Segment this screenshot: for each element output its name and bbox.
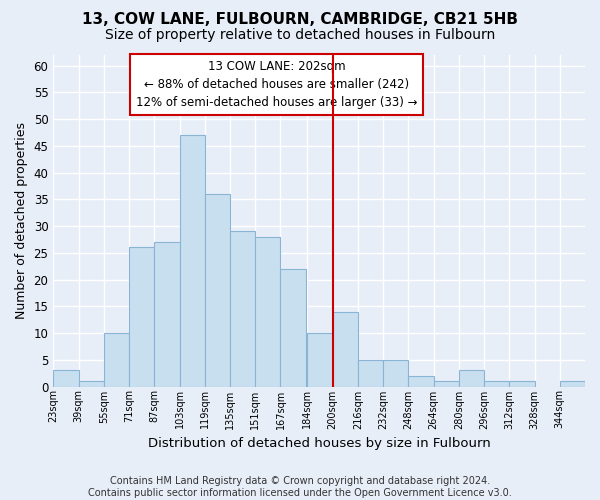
- Bar: [104, 333, 129, 386]
- Bar: [53, 370, 79, 386]
- Bar: [434, 381, 459, 386]
- Bar: [484, 381, 509, 386]
- Bar: [408, 376, 434, 386]
- Bar: [280, 269, 306, 386]
- Bar: [358, 360, 383, 386]
- Bar: [179, 135, 205, 386]
- Bar: [560, 381, 585, 386]
- Bar: [459, 370, 484, 386]
- Bar: [255, 237, 280, 386]
- Text: 13, COW LANE, FULBOURN, CAMBRIDGE, CB21 5HB: 13, COW LANE, FULBOURN, CAMBRIDGE, CB21 …: [82, 12, 518, 28]
- Bar: [154, 242, 179, 386]
- Bar: [383, 360, 408, 386]
- Text: 13 COW LANE: 202sqm
← 88% of detached houses are smaller (242)
12% of semi-detac: 13 COW LANE: 202sqm ← 88% of detached ho…: [136, 60, 418, 109]
- Bar: [205, 194, 230, 386]
- Text: Size of property relative to detached houses in Fulbourn: Size of property relative to detached ho…: [105, 28, 495, 42]
- Bar: [307, 333, 332, 386]
- Bar: [509, 381, 535, 386]
- Bar: [230, 232, 255, 386]
- Bar: [332, 312, 358, 386]
- Y-axis label: Number of detached properties: Number of detached properties: [15, 122, 28, 320]
- Bar: [129, 248, 154, 386]
- Bar: [79, 381, 104, 386]
- Text: Contains HM Land Registry data © Crown copyright and database right 2024.
Contai: Contains HM Land Registry data © Crown c…: [88, 476, 512, 498]
- X-axis label: Distribution of detached houses by size in Fulbourn: Distribution of detached houses by size …: [148, 437, 491, 450]
